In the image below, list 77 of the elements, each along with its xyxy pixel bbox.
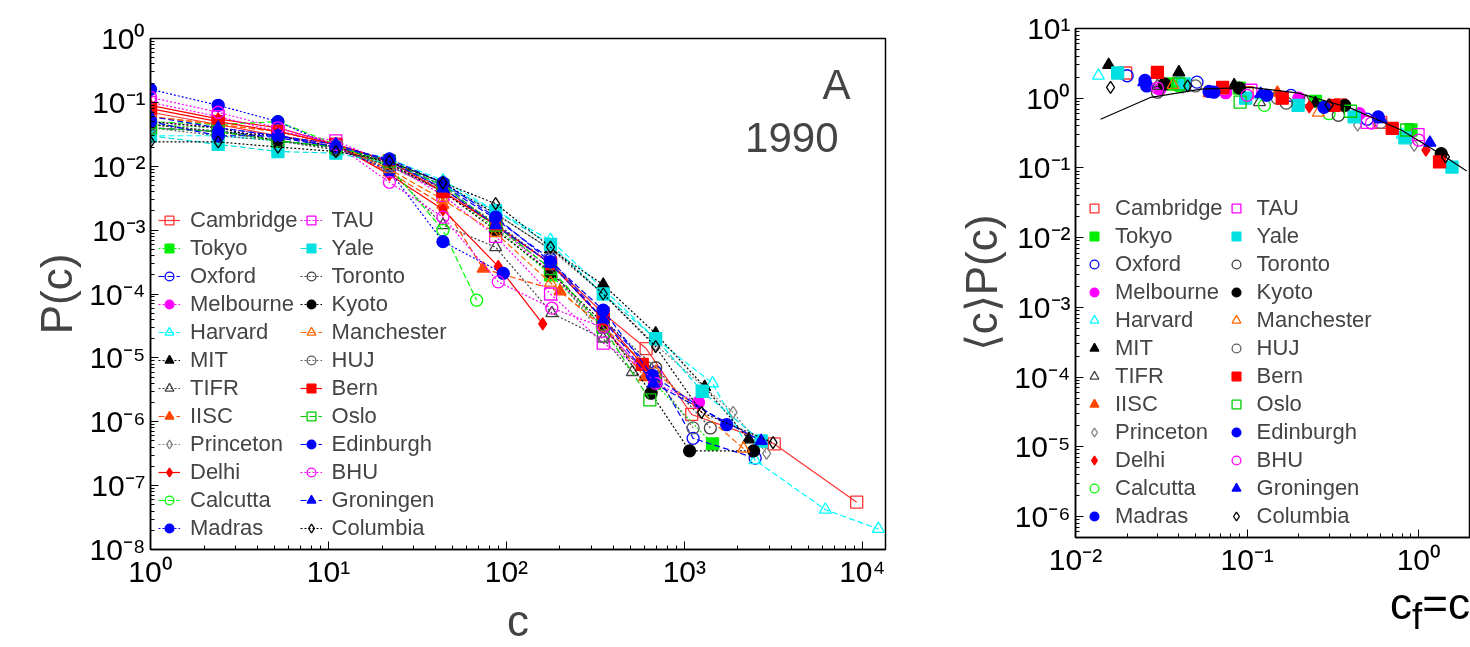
legend-label: BHU — [331, 459, 379, 485]
legend-label: Delhi — [190, 459, 241, 485]
legend-label: TAU — [1256, 195, 1299, 221]
legend-label: Princeton — [1115, 419, 1208, 445]
y-tick-label: 10⁰ — [1026, 81, 1071, 115]
legend-label: Toronto — [331, 263, 405, 289]
y-tick-label: 10⁻¹ — [92, 85, 146, 119]
legend-label: TIFR — [1115, 363, 1164, 389]
x-tick-label: 10⁰ — [1396, 542, 1442, 576]
y-tick-label: 10⁻⁴ — [1014, 360, 1071, 394]
annotation: 1990 — [745, 113, 839, 161]
legend-label: Cambridge — [1115, 195, 1223, 221]
y-axis-title: P(c) — [32, 253, 82, 335]
y-tick-label: 10⁻⁴ — [89, 277, 146, 311]
legend-label: Edinburgh — [331, 431, 432, 457]
x-axis-title: c — [507, 595, 529, 645]
y-tick-label: 10⁻² — [92, 149, 146, 183]
x-axis-title: c$_{f}$=c — [1390, 579, 1470, 637]
legend-label: Oslo — [331, 403, 377, 429]
legend-label: Cambridge — [190, 207, 298, 233]
legend-label: Tokyo — [1115, 223, 1173, 249]
y-tick-label: 10⁻⁶ — [89, 405, 146, 439]
y-axis-title: ⟨c⟩P(c) — [957, 214, 1007, 352]
y-tick-label: 10⁻⁵ — [1014, 430, 1071, 464]
x-tick-label: 10⁻² — [1048, 542, 1103, 576]
legend-label: Oxford — [190, 263, 257, 289]
y-tick-label: 10¹ — [1027, 12, 1071, 45]
legend-label: Manchester — [1256, 307, 1372, 333]
legend-label: Groningen — [331, 487, 435, 513]
y-tick-label: 10⁻⁵ — [89, 341, 146, 375]
legend-label: IISC — [1115, 391, 1158, 417]
y-tick-label: 10⁻¹ — [1017, 151, 1071, 185]
legend-label: Oxford — [1115, 251, 1182, 277]
y-tick-label: 10⁻⁶ — [1014, 500, 1071, 534]
legend-label: Yale — [1256, 223, 1300, 249]
y-tick-label: 10⁻² — [1017, 221, 1071, 255]
legend-label: MIT — [190, 347, 228, 373]
legend-label: Tokyo — [190, 235, 248, 261]
legend-label: Calcutta — [1115, 475, 1196, 501]
legend-label: Bern — [331, 375, 379, 401]
x-tick-label: 10³ — [662, 554, 707, 588]
y-tick-label: 10⁻³ — [92, 213, 146, 247]
legend-label: Yale — [331, 235, 375, 261]
legend-label: HUJ — [331, 347, 375, 373]
legend-label: Bern — [1256, 363, 1304, 389]
annotation: A — [822, 60, 851, 108]
legend-label: Oslo — [1256, 391, 1302, 417]
y-tick-label: 10⁻³ — [1017, 290, 1071, 324]
x-tick-label: 10² — [484, 554, 529, 588]
x-tick-label: 10⁴ — [839, 554, 886, 588]
x-tick-label: 10⁻¹ — [1220, 542, 1274, 576]
legend-label: Melbourne — [190, 291, 294, 317]
legend-label: Harvard — [190, 319, 269, 345]
legend-label: BHU — [1256, 447, 1304, 473]
legend-label: IISC — [190, 403, 233, 429]
legend-label: Groningen — [1256, 475, 1360, 501]
legend-label: TAU — [331, 207, 374, 233]
legend-label: Kyoto — [1256, 279, 1313, 305]
legend-label: Madras — [190, 515, 264, 541]
legend-label: Kyoto — [331, 291, 388, 317]
legend-label: Delhi — [1115, 447, 1166, 473]
legend-label: MIT — [1115, 335, 1153, 361]
legend-label: Toronto — [1256, 251, 1330, 277]
legend-label: Columbia — [1256, 503, 1350, 529]
y-tick-label: 10⁰ — [101, 22, 146, 55]
legend-label: Manchester — [331, 319, 447, 345]
legend-label: Columbia — [331, 515, 425, 541]
x-tick-label: 10¹ — [306, 554, 351, 588]
legend-label: Edinburgh — [1256, 419, 1357, 445]
legend-label: Melbourne — [1115, 279, 1219, 305]
legend-label: TIFR — [190, 375, 239, 401]
legend-label: HUJ — [1256, 335, 1300, 361]
legend-label: Harvard — [1115, 307, 1194, 333]
legend-label: Calcutta — [190, 487, 271, 513]
legend-label: Madras — [1115, 503, 1189, 529]
y-tick-label: 10⁻⁷ — [91, 469, 146, 503]
legend-label: Princeton — [190, 431, 283, 457]
